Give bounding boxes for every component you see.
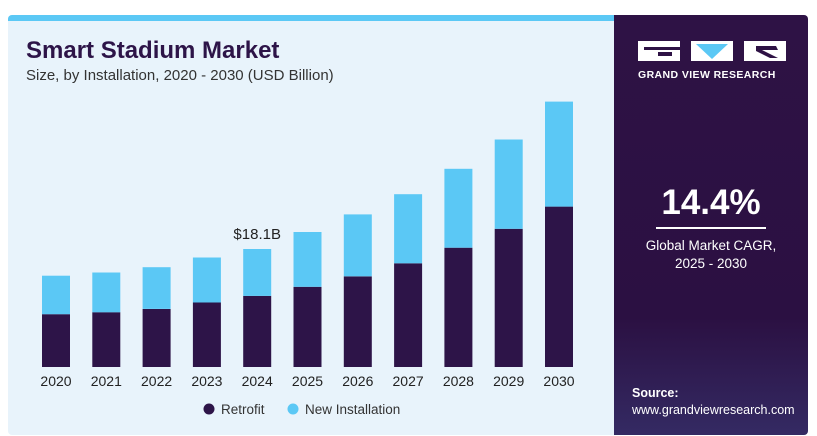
legend-marker-1 bbox=[287, 403, 299, 415]
x-tick-label-2020: 2020 bbox=[40, 373, 71, 389]
cagr-label-line1: Global Market CAGR, bbox=[645, 238, 777, 253]
bar-new-installation-2021 bbox=[92, 272, 121, 313]
bar-new-installation-2030 bbox=[545, 101, 573, 207]
bar-new-installation-2029 bbox=[494, 139, 523, 229]
cagr-value: 14.4% bbox=[661, 183, 761, 222]
accent-bar bbox=[8, 15, 614, 21]
legend-marker-0 bbox=[203, 403, 215, 415]
x-tick-label-2028: 2028 bbox=[443, 373, 474, 389]
grand-view-logo-icon bbox=[638, 41, 786, 61]
x-tick-label-2025: 2025 bbox=[292, 373, 323, 389]
bar-new-installation-2020 bbox=[42, 275, 70, 315]
bar-retrofit-2022 bbox=[142, 309, 171, 367]
stacked-bar-chart: 2020 2021 2022 2023 2024 $18.1B 2025 2026 2027 20… bbox=[40, 101, 575, 417]
bar-new-installation-2027 bbox=[394, 194, 423, 264]
brand-name: GRAND VIEW RESEARCH bbox=[638, 69, 776, 81]
bar-retrofit-2023 bbox=[192, 302, 221, 367]
bar-retrofit-2020 bbox=[42, 314, 70, 367]
bar-new-installation-2028 bbox=[444, 168, 473, 248]
bar-new-installation-2023 bbox=[192, 257, 221, 303]
chart-subtitle: Size, by Installation, 2020 - 2030 (USD … bbox=[26, 67, 334, 84]
bar-retrofit-2024 bbox=[243, 295, 272, 367]
bar-retrofit-2027 bbox=[394, 263, 423, 367]
legend-label-1: New Installation bbox=[305, 402, 400, 417]
x-tick-label-2029: 2029 bbox=[493, 373, 524, 389]
source-link[interactable]: www.grandviewresearch.com bbox=[632, 403, 795, 417]
bar-retrofit-2029 bbox=[494, 228, 523, 367]
chart-title: Smart Stadium Market bbox=[26, 37, 280, 64]
bar-retrofit-2030 bbox=[545, 206, 573, 367]
side-panel: GRAND VIEW RESEARCH 14.4% Global Market … bbox=[614, 15, 808, 435]
x-tick-label-2027: 2027 bbox=[393, 373, 424, 389]
x-tick-label-2030: 2030 bbox=[543, 373, 574, 389]
chart-card: Smart Stadium Market Size, by Installati… bbox=[8, 15, 808, 435]
x-tick-label-2022: 2022 bbox=[141, 373, 172, 389]
brand-logo: GRAND VIEW RESEARCH bbox=[638, 39, 786, 81]
x-tick-label-2021: 2021 bbox=[91, 373, 122, 389]
source-note: Source: www.grandviewresearch.com bbox=[632, 385, 795, 419]
bar-new-installation-2026 bbox=[343, 214, 372, 277]
bar-new-installation-2022 bbox=[142, 267, 171, 309]
bar-new-installation-2025 bbox=[293, 232, 322, 287]
x-tick-label-2024: 2024 bbox=[242, 373, 273, 389]
legend-label-0: Retrofit bbox=[221, 402, 265, 417]
bar-retrofit-2021 bbox=[92, 312, 121, 367]
bar-retrofit-2025 bbox=[293, 286, 322, 367]
source-label: Source: bbox=[632, 386, 679, 400]
bar-new-installation-2024 bbox=[243, 249, 272, 296]
bar-retrofit-2028 bbox=[444, 247, 473, 367]
x-tick-label-2026: 2026 bbox=[342, 373, 373, 389]
cagr-divider bbox=[656, 227, 766, 229]
cagr-label-line2: 2025 - 2030 bbox=[674, 256, 748, 271]
x-tick-label-2023: 2023 bbox=[191, 373, 222, 389]
cagr-block: 14.4% Global Market CAGR, 2025 - 2030 bbox=[614, 183, 808, 273]
value-callout-2024: $18.1B bbox=[233, 226, 281, 243]
bar-retrofit-2026 bbox=[343, 276, 372, 367]
